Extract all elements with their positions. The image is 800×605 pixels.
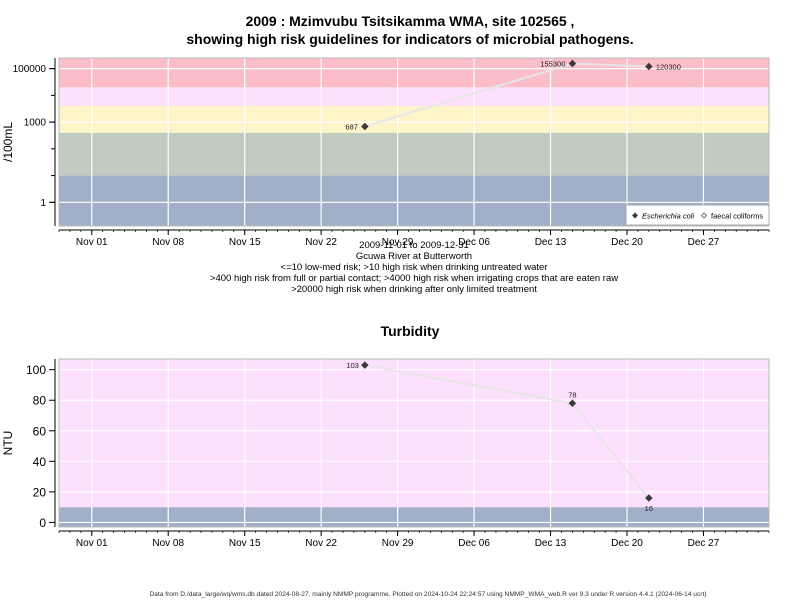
risk-band-4 <box>59 58 769 88</box>
x-tick-label: Nov 08 <box>152 538 184 549</box>
y-tick-label: 20 <box>33 485 47 499</box>
y-tick-label: 80 <box>33 394 47 408</box>
risk-band-3 <box>59 87 769 107</box>
data-label: 687 <box>345 122 358 131</box>
data-label: 120300 <box>656 62 681 71</box>
x-tick-label: Nov 22 <box>305 237 337 248</box>
risk-band-1 <box>59 359 769 508</box>
x-tick-label: Dec 06 <box>458 237 490 248</box>
chart-subtitle: showing high risk guidelines for indicat… <box>186 31 633 47</box>
y-tick-label: 40 <box>33 455 47 469</box>
caption-line: 2009-11-01 to 2009-12-31 <box>359 240 469 251</box>
data-point <box>645 494 653 502</box>
x-tick-label: Nov 29 <box>382 538 414 549</box>
data-point <box>568 59 577 68</box>
caption-line: >400 high risk from full or partial cont… <box>210 273 618 284</box>
chart-title: 2009 : Mzimvubu Tsitsikamma WMA, site 10… <box>246 13 575 29</box>
x-tick-label: Dec 06 <box>458 538 490 549</box>
data-point <box>361 361 369 369</box>
risk-band-0 <box>59 507 769 527</box>
data-point <box>645 62 653 71</box>
caption-line: Gcuwa River at Butterworth <box>356 251 472 262</box>
x-tick-label: Nov 01 <box>76 538 108 549</box>
footer-note: Data from D:/data_large/wq/wms.db dated … <box>150 591 707 598</box>
x-tick-label: Nov 22 <box>305 538 337 549</box>
legend-entry: faecal coliforms <box>711 212 763 221</box>
x-tick-label: Nov 15 <box>229 538 261 549</box>
caption-line: >20000 high risk when drinking after onl… <box>291 284 537 295</box>
y-axis-label: NTU <box>1 431 15 456</box>
risk-band-2 <box>59 106 769 133</box>
y-axis-label: /100mL <box>1 122 15 162</box>
legend-marker <box>701 212 707 219</box>
data-label: 78 <box>568 390 576 399</box>
x-tick-label: Dec 27 <box>688 538 720 549</box>
legend-marker <box>632 212 638 219</box>
x-tick-label: Dec 27 <box>688 237 720 248</box>
y-tick-label: 100 <box>26 363 46 377</box>
x-tick-label: Nov 08 <box>152 237 184 248</box>
legend-box <box>625 204 770 226</box>
x-tick-label: Dec 20 <box>611 237 643 248</box>
risk-band-1 <box>59 132 769 176</box>
y-tick-label: 100000 <box>13 64 47 75</box>
y-tick-label: 1000 <box>24 118 47 129</box>
x-tick-label: Dec 20 <box>611 538 643 549</box>
plot-frame <box>58 358 770 528</box>
data-label: 16 <box>645 504 653 513</box>
x-tick-label: Dec 13 <box>535 538 567 549</box>
data-label: 155300 <box>540 60 565 69</box>
chart-title: Turbidity <box>381 323 440 339</box>
legend-entry: Escherichia coli <box>642 212 694 221</box>
x-tick-label: Nov 15 <box>229 237 261 248</box>
caption-line: <=10 low-med risk; >10 high risk when dr… <box>281 262 548 273</box>
y-tick-label: 0 <box>39 516 46 530</box>
x-tick-label: Nov 29 <box>382 237 414 248</box>
data-point <box>568 399 577 408</box>
data-label: 103 <box>346 361 359 370</box>
chart-panel-1: Turbidity Nov 01 Nov 08 Nov 15 Nov 22 Nov 29 D… <box>1 323 770 549</box>
x-tick-label: Nov 01 <box>76 237 108 248</box>
x-tick-label: Dec 13 <box>535 237 567 248</box>
chart-panel-0: 2009 : Mzimvubu Tsitsikamma WMA, site 10… <box>1 13 770 295</box>
y-tick-label: 1 <box>40 198 46 209</box>
chart-legend: Escherichia coli faecal coliforms <box>625 204 770 226</box>
plot-frame <box>58 57 770 227</box>
y-tick-label: 60 <box>33 424 47 438</box>
data-point <box>361 122 369 131</box>
